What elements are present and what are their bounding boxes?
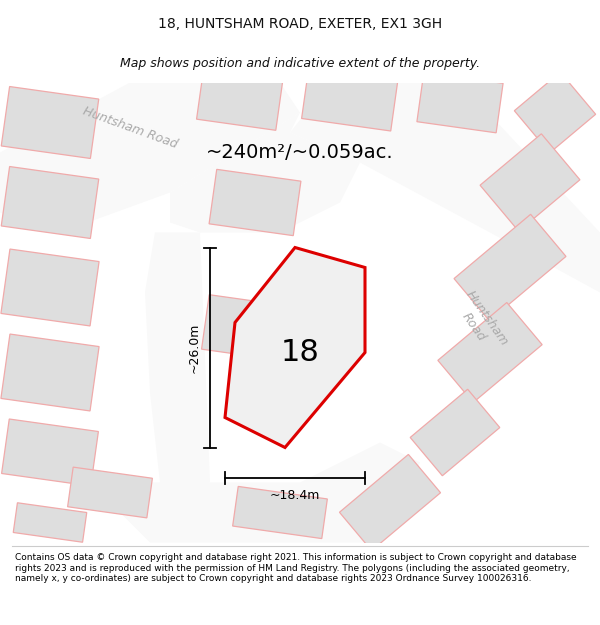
Polygon shape [209,169,301,236]
Text: Huntsham Road: Huntsham Road [81,104,179,151]
Polygon shape [480,134,580,231]
Text: Map shows position and indicative extent of the property.: Map shows position and indicative extent… [120,57,480,70]
Text: Contains OS data © Crown copyright and database right 2021. This information is : Contains OS data © Crown copyright and d… [15,554,577,583]
Text: 18, HUNTSHAM ROAD, EXETER, EX1 3GH: 18, HUNTSHAM ROAD, EXETER, EX1 3GH [158,18,442,31]
Text: Huntsham
Road: Huntsham Road [450,288,510,357]
Polygon shape [302,64,398,131]
Text: ~26.0m: ~26.0m [187,322,200,372]
Polygon shape [1,86,99,159]
Polygon shape [0,82,300,232]
Polygon shape [340,454,440,551]
Polygon shape [290,82,600,292]
Polygon shape [438,302,542,402]
Polygon shape [514,72,596,153]
Polygon shape [170,112,360,232]
Polygon shape [1,166,99,239]
Polygon shape [202,295,289,360]
Polygon shape [1,334,99,411]
Polygon shape [233,486,328,539]
Polygon shape [2,419,98,486]
Polygon shape [120,442,420,542]
Polygon shape [13,503,87,542]
Text: 18: 18 [281,338,319,367]
Polygon shape [225,248,365,448]
Polygon shape [145,232,210,482]
Polygon shape [68,467,152,518]
Text: ~18.4m: ~18.4m [270,489,320,502]
Polygon shape [417,72,503,133]
Polygon shape [454,214,566,321]
Polygon shape [410,389,500,476]
Polygon shape [197,65,283,130]
Text: ~240m²/~0.059ac.: ~240m²/~0.059ac. [206,143,394,162]
Polygon shape [1,249,99,326]
